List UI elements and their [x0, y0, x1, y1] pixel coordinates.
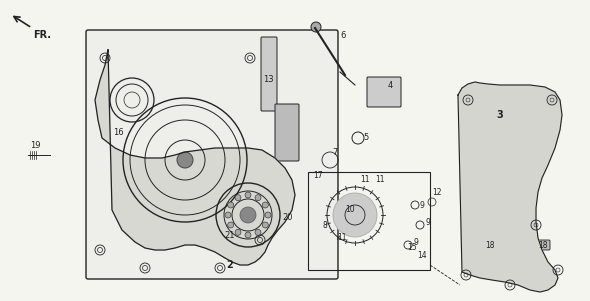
- Text: 19: 19: [30, 141, 40, 150]
- Text: 12: 12: [432, 188, 442, 197]
- Circle shape: [311, 22, 321, 32]
- Circle shape: [245, 192, 251, 198]
- Circle shape: [255, 195, 261, 201]
- Text: 20: 20: [283, 213, 293, 222]
- Text: 7: 7: [332, 148, 337, 157]
- Circle shape: [245, 232, 251, 238]
- Polygon shape: [458, 82, 562, 292]
- Text: 8: 8: [323, 221, 327, 230]
- Text: 9: 9: [425, 218, 430, 227]
- Text: 17: 17: [313, 171, 323, 180]
- Text: 9: 9: [420, 201, 425, 210]
- Circle shape: [228, 222, 234, 228]
- FancyBboxPatch shape: [261, 37, 277, 111]
- FancyBboxPatch shape: [86, 30, 338, 279]
- Text: 18: 18: [538, 241, 548, 250]
- Circle shape: [333, 193, 377, 237]
- Text: 11: 11: [360, 175, 370, 184]
- Text: 5: 5: [363, 134, 368, 142]
- FancyBboxPatch shape: [275, 104, 299, 161]
- Text: FR.: FR.: [33, 30, 51, 40]
- Text: 10: 10: [345, 205, 355, 214]
- Text: 18: 18: [485, 241, 495, 250]
- Circle shape: [263, 202, 268, 208]
- FancyBboxPatch shape: [483, 240, 497, 250]
- Circle shape: [177, 152, 193, 168]
- Circle shape: [235, 195, 241, 201]
- Text: 14: 14: [417, 251, 427, 260]
- Text: 2: 2: [227, 260, 234, 270]
- Bar: [308, 172, 430, 270]
- Text: 9: 9: [413, 238, 418, 247]
- Circle shape: [228, 202, 234, 208]
- Circle shape: [263, 222, 268, 228]
- Text: 6: 6: [340, 31, 346, 40]
- Text: 3: 3: [497, 110, 503, 120]
- Text: 15: 15: [407, 243, 417, 252]
- Circle shape: [265, 212, 271, 218]
- Text: 16: 16: [113, 128, 123, 137]
- FancyBboxPatch shape: [536, 240, 550, 250]
- Circle shape: [255, 229, 261, 235]
- Text: 21: 21: [225, 231, 235, 240]
- Circle shape: [240, 207, 256, 223]
- Text: 4: 4: [388, 81, 392, 90]
- Circle shape: [235, 229, 241, 235]
- Text: 13: 13: [263, 75, 273, 84]
- Polygon shape: [95, 50, 295, 265]
- Text: 11: 11: [375, 175, 385, 184]
- FancyBboxPatch shape: [367, 77, 401, 107]
- Text: 11: 11: [337, 233, 347, 242]
- Circle shape: [225, 212, 231, 218]
